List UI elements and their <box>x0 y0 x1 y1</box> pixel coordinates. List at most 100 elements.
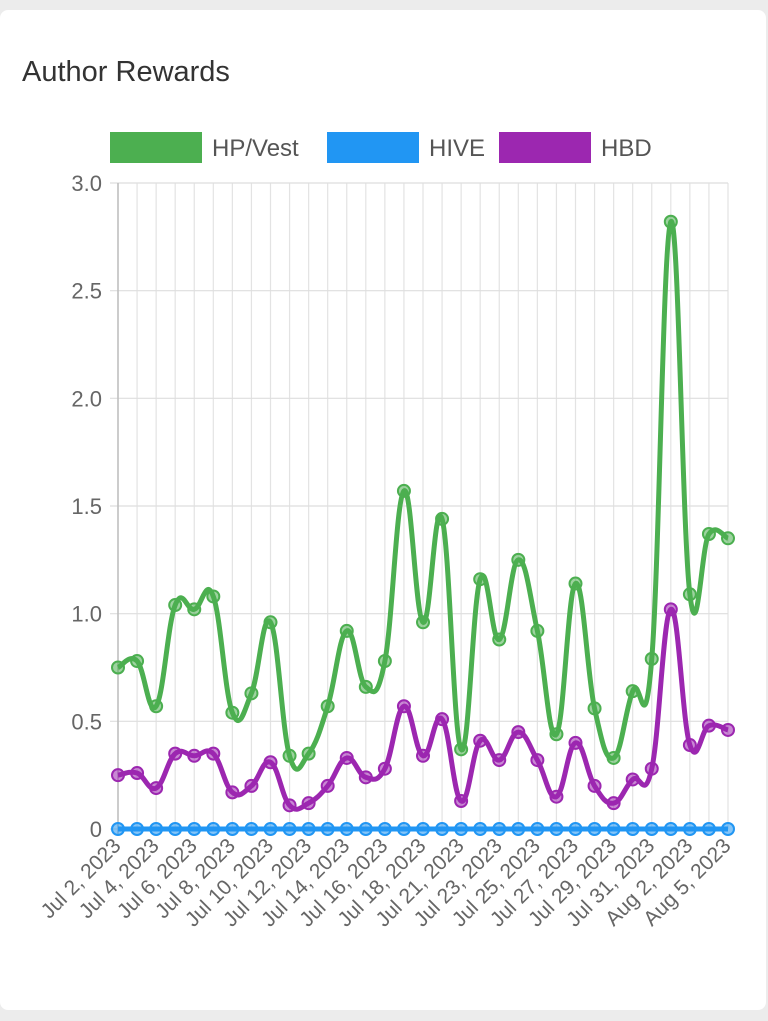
data-point-hp-vest <box>320 699 335 714</box>
data-point-hp-vest <box>282 748 297 763</box>
data-point-hp-vest <box>377 654 392 669</box>
data-point-hive <box>530 822 545 836</box>
data-point-hp-vest <box>111 660 125 675</box>
data-point-hive <box>416 822 430 836</box>
data-point-hp-vest <box>511 552 526 567</box>
data-point-hp-vest <box>549 727 564 742</box>
data-point-hbd <box>644 761 659 776</box>
data-point-hbd <box>187 748 202 763</box>
data-point-hive <box>644 822 659 836</box>
data-point-hp-vest <box>454 742 469 757</box>
data-point-hive <box>244 822 259 836</box>
data-point-hp-vest <box>606 750 621 765</box>
data-point-hp-vest <box>568 576 583 591</box>
data-point-hp-vest <box>625 684 640 699</box>
data-point-hive <box>549 822 564 836</box>
data-point-hp-vest <box>168 598 183 613</box>
data-point-hp-vest <box>130 654 145 669</box>
data-point-hbd <box>530 753 545 768</box>
data-point-hbd <box>358 770 373 785</box>
data-point-hbd <box>492 753 507 768</box>
data-point-hbd <box>206 746 221 761</box>
legend-swatch-hp-vest <box>110 132 202 163</box>
data-point-hive <box>682 822 697 836</box>
data-point-hbd <box>682 738 697 753</box>
legend-swatch-hive <box>327 132 419 163</box>
legend-label-hive: HIVE <box>429 135 485 162</box>
chart-legend: HP/Vest HIVE HBD <box>110 132 652 163</box>
data-point-hbd <box>168 746 183 761</box>
data-point-hp-vest <box>244 686 259 701</box>
data-point-hive <box>320 822 335 836</box>
data-point-hbd <box>549 789 564 804</box>
data-point-hp-vest <box>416 615 430 630</box>
data-point-hive <box>701 822 716 836</box>
data-point-hbd <box>301 796 316 811</box>
data-point-hbd <box>721 722 735 737</box>
data-point-hbd <box>130 766 145 781</box>
data-point-hbd <box>701 718 716 733</box>
data-point-hive <box>511 822 526 836</box>
data-point-hp-vest <box>644 651 659 666</box>
data-point-hbd <box>587 778 602 793</box>
data-point-hbd <box>263 755 278 770</box>
card-title: Author Rewards <box>22 56 230 88</box>
author-rewards-card: Author Rewards <box>0 10 766 1010</box>
data-point-hbd <box>377 761 392 776</box>
series-hive <box>111 822 735 836</box>
data-point-hbd <box>416 748 430 763</box>
y-tick-label: 3.0 <box>71 171 102 196</box>
data-point-hbd <box>282 798 297 813</box>
data-point-hp-vest <box>206 589 221 604</box>
data-point-hp-vest <box>358 679 373 694</box>
grid-lines <box>110 182 729 830</box>
series-hp-vest <box>111 214 735 772</box>
y-tick-label: 0 <box>90 817 102 842</box>
data-point-hbd <box>568 735 583 750</box>
data-point-hp-vest <box>663 214 678 229</box>
data-point-hbd <box>339 750 354 765</box>
data-point-hive <box>339 822 354 836</box>
data-point-hive <box>149 822 164 836</box>
data-point-hive <box>282 822 297 836</box>
data-point-hp-vest <box>721 531 735 546</box>
data-point-hbd <box>625 772 640 787</box>
data-point-hbd <box>435 712 450 727</box>
data-point-hive <box>301 822 316 836</box>
y-tick-label: 0.5 <box>71 709 102 734</box>
data-point-hbd <box>663 602 678 617</box>
data-point-hp-vest <box>263 615 278 630</box>
data-point-hive <box>225 822 240 836</box>
data-point-hive <box>396 822 411 836</box>
data-point-hp-vest <box>682 587 697 602</box>
data-point-hp-vest <box>396 483 411 498</box>
data-point-hp-vest <box>701 526 716 541</box>
data-point-hive <box>206 822 221 836</box>
data-point-hive <box>130 822 145 836</box>
data-point-hive <box>454 822 469 836</box>
data-point-hive <box>663 822 678 836</box>
data-point-hive <box>625 822 640 836</box>
data-point-hp-vest <box>301 746 316 761</box>
data-point-hp-vest <box>339 623 354 638</box>
y-tick-label: 2.5 <box>71 279 102 304</box>
data-point-hp-vest <box>492 632 507 647</box>
data-point-hbd <box>511 725 526 740</box>
data-point-hp-vest <box>149 699 164 714</box>
data-point-hive <box>111 822 125 836</box>
data-point-hp-vest <box>473 572 488 587</box>
data-point-hive <box>435 822 450 836</box>
data-point-hive <box>721 822 735 836</box>
data-point-hbd <box>473 733 488 748</box>
data-point-hive <box>377 822 392 836</box>
y-tick-label: 2.0 <box>71 386 102 411</box>
data-point-hp-vest <box>225 705 240 720</box>
data-point-hive <box>492 822 507 836</box>
data-point-hbd <box>454 794 469 809</box>
data-point-hive <box>168 822 183 836</box>
data-point-hbd <box>396 699 411 714</box>
legend-label-hbd: HBD <box>601 135 652 162</box>
data-point-hive <box>587 822 602 836</box>
data-point-hp-vest <box>187 602 202 617</box>
y-tick-label: 1.0 <box>71 602 102 627</box>
